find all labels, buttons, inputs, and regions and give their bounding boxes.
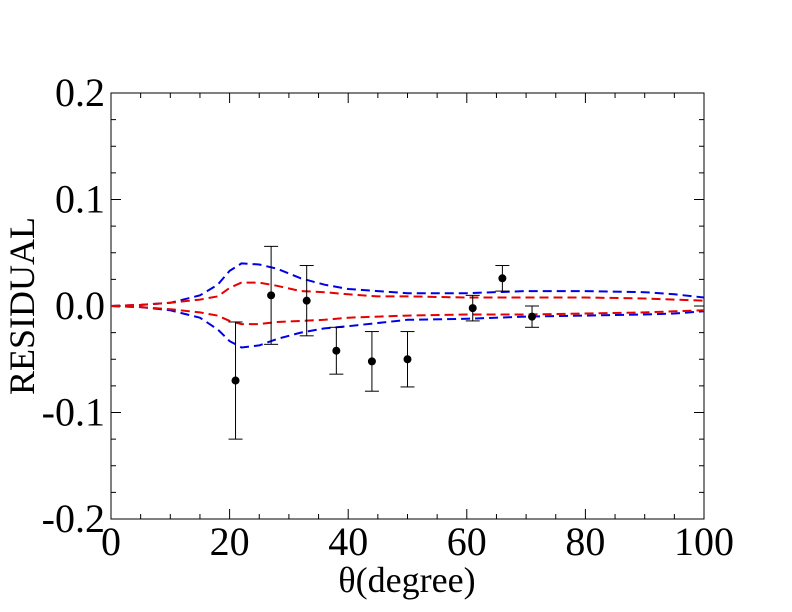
- axis-ticks: [110, 92, 705, 520]
- x-tick-label: 20: [210, 519, 250, 564]
- plot-frame: [110, 92, 705, 520]
- red-band-upper: [110, 281, 705, 307]
- data-point: [465, 294, 480, 322]
- data-point: [228, 321, 243, 440]
- y-tick-label: 0.2: [55, 70, 105, 115]
- y-tick-label: 0.1: [55, 177, 105, 222]
- point-marker: [528, 312, 537, 321]
- uncertainty-bands: [110, 262, 705, 349]
- data-point: [264, 245, 279, 345]
- point-marker: [267, 291, 276, 300]
- data-point: [495, 265, 510, 292]
- data-point: [329, 326, 344, 375]
- data-point: [525, 305, 540, 328]
- data-point: [299, 265, 314, 337]
- data-points: [228, 245, 540, 440]
- x-tick-label: 80: [565, 519, 605, 564]
- point-marker: [231, 376, 240, 385]
- point-marker: [367, 357, 376, 366]
- point-marker: [302, 296, 311, 305]
- point-marker: [332, 346, 341, 355]
- x-tick-label: 0: [101, 519, 121, 564]
- tick-labels: 0 20 40 60 80 100 -0.2 -0.1 0.0 0.1 0.2: [42, 70, 734, 564]
- x-tick-label: 60: [447, 519, 487, 564]
- data-point: [364, 331, 379, 392]
- x-axis-title: θ(degree): [338, 560, 475, 600]
- red-band-lower: [110, 305, 705, 326]
- blue-band-upper: [110, 262, 705, 307]
- point-marker: [498, 274, 507, 283]
- data-point: [400, 331, 415, 388]
- point-marker: [403, 355, 412, 364]
- x-tick-label: 100: [674, 519, 734, 564]
- point-marker: [468, 304, 477, 313]
- y-tick-label: -0.1: [42, 390, 105, 435]
- blue-band-lower: [110, 305, 705, 349]
- y-tick-label: -0.2: [42, 496, 105, 541]
- y-axis-title: RESIDUAL: [2, 217, 42, 395]
- x-tick-label: 40: [328, 519, 368, 564]
- y-tick-label: 0.0: [55, 283, 105, 328]
